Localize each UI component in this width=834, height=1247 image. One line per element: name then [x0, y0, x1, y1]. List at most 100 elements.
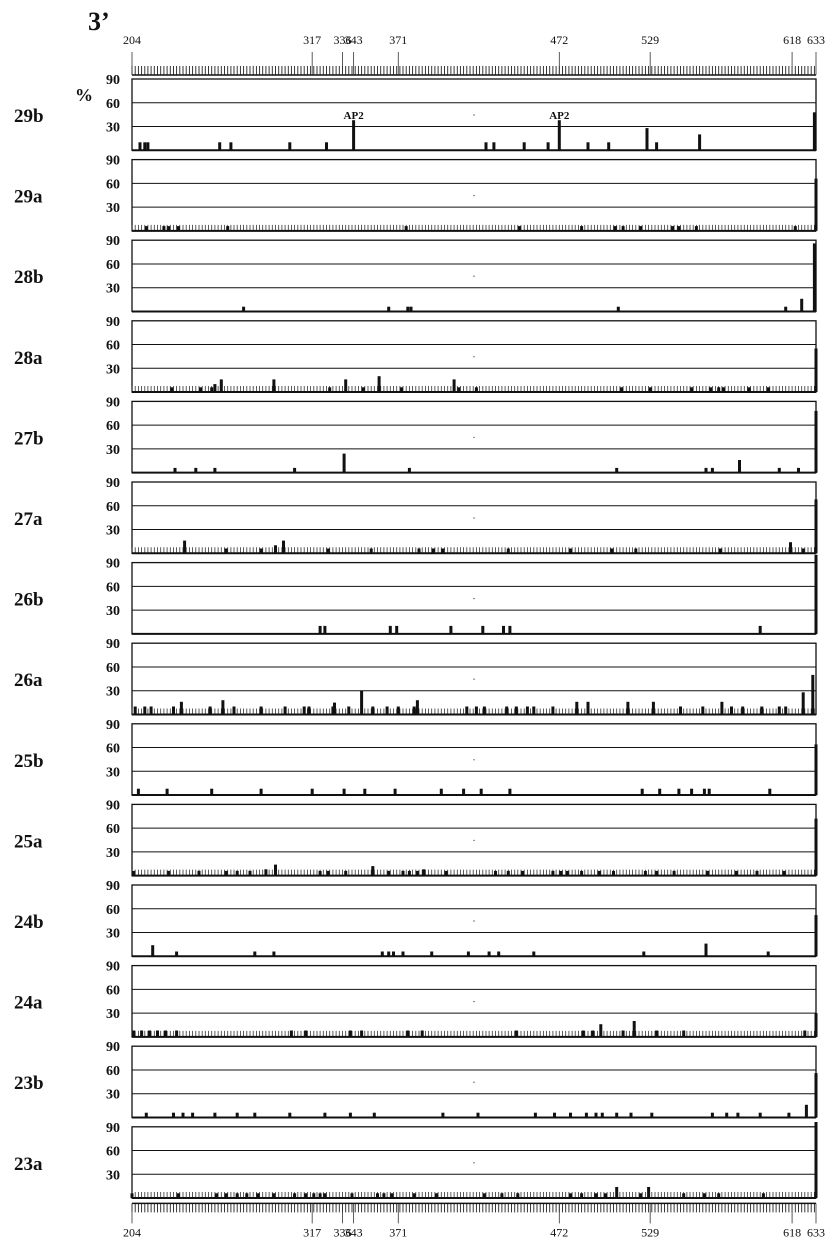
panel-label: 27b: [14, 428, 44, 449]
bar: [758, 1112, 762, 1118]
panel-label: 25b: [14, 751, 44, 772]
bar: [758, 625, 762, 634]
bar: [522, 142, 526, 151]
bar: [768, 788, 772, 795]
baseline-ticks: [131, 224, 815, 231]
bar: [505, 706, 509, 715]
bar: [494, 870, 497, 876]
bar: [465, 706, 469, 715]
panel-label: 29a: [14, 187, 43, 208]
bar: [812, 243, 816, 312]
y-tick-label: 60: [106, 903, 120, 918]
bar: [333, 702, 336, 715]
baseline-ticks: [131, 547, 815, 554]
bar: [632, 1021, 636, 1037]
bar: [760, 706, 764, 715]
bar: [642, 951, 646, 957]
panel-label: 28b: [14, 267, 44, 288]
bar: [482, 1193, 486, 1199]
panel-label: 29b: [14, 106, 44, 127]
bar: [777, 706, 781, 715]
bar: [575, 701, 579, 715]
bar: [615, 1112, 619, 1118]
bar: [655, 870, 659, 876]
bar: [310, 788, 314, 795]
bar: [586, 701, 590, 715]
bar: [591, 1030, 595, 1037]
bar: [213, 467, 217, 473]
bar: [156, 1030, 159, 1037]
bar: [506, 870, 510, 876]
bar: [569, 1193, 572, 1199]
bar: [484, 142, 488, 151]
bar: [388, 625, 392, 634]
bar: [289, 1030, 293, 1037]
y-tick-label: 30: [106, 685, 120, 700]
bar: [143, 706, 147, 715]
bar: [814, 554, 818, 634]
bar: [372, 1112, 376, 1118]
bar: [323, 1112, 327, 1118]
bar: [253, 1112, 257, 1118]
bar: [412, 706, 416, 715]
y-tick-label: 30: [106, 1168, 120, 1183]
bar: [474, 706, 478, 715]
panel-dot: [473, 839, 475, 842]
bar: [569, 548, 572, 554]
baseline-ticks: [131, 869, 815, 876]
bar: [224, 548, 228, 554]
panel-dot: [473, 275, 475, 277]
y-tick-label: 60: [106, 97, 120, 112]
y-tick-label: 30: [106, 443, 120, 458]
bar: [525, 706, 529, 715]
bar: [172, 1112, 175, 1118]
bar: [224, 1193, 228, 1199]
bar: [645, 128, 649, 151]
bar: [146, 142, 150, 151]
panel-dot: [473, 194, 475, 197]
panel-label: 25a: [14, 831, 43, 852]
top-tick-label: 317: [303, 33, 321, 47]
bar: [789, 542, 792, 554]
panel-label: 26a: [14, 670, 43, 691]
bar: [344, 870, 348, 876]
bar: [506, 548, 510, 554]
bar: [599, 1024, 603, 1037]
top-tick-label: 472: [550, 33, 568, 47]
bar: [766, 387, 770, 393]
bar: [213, 1112, 217, 1118]
panel-label: 27a: [14, 509, 43, 530]
bar: [274, 545, 277, 554]
bar: [221, 700, 225, 715]
bar: [782, 870, 786, 876]
bar: [272, 1193, 276, 1199]
panel-label: 26b: [14, 590, 44, 611]
y-tick-label: 30: [106, 121, 120, 136]
bar: [132, 1030, 136, 1037]
bar: [272, 379, 276, 393]
bar: [371, 706, 375, 715]
bar: [569, 1112, 572, 1118]
bar: [224, 870, 228, 876]
bar: [466, 951, 470, 957]
bar: [272, 951, 276, 957]
bar: [651, 701, 655, 715]
bottom-tick-label: 343: [345, 1225, 363, 1239]
bar: [482, 706, 486, 715]
bar: [404, 226, 408, 231]
bar: [814, 1122, 818, 1198]
y-tick-label: 90: [106, 234, 120, 249]
panel-24a: 30 60 90 24a: [14, 960, 818, 1038]
bar: [621, 1030, 625, 1037]
bar: [274, 864, 277, 876]
bar: [344, 379, 348, 393]
y-tick-label: 60: [106, 500, 120, 515]
bar: [232, 706, 236, 715]
bar: [722, 387, 725, 393]
bottom-tick-label: 633: [807, 1225, 825, 1239]
bar: [581, 1030, 585, 1037]
bar: [706, 870, 710, 876]
bar: [814, 744, 818, 796]
y-tick-label: 60: [106, 742, 120, 757]
bar: [707, 788, 711, 795]
